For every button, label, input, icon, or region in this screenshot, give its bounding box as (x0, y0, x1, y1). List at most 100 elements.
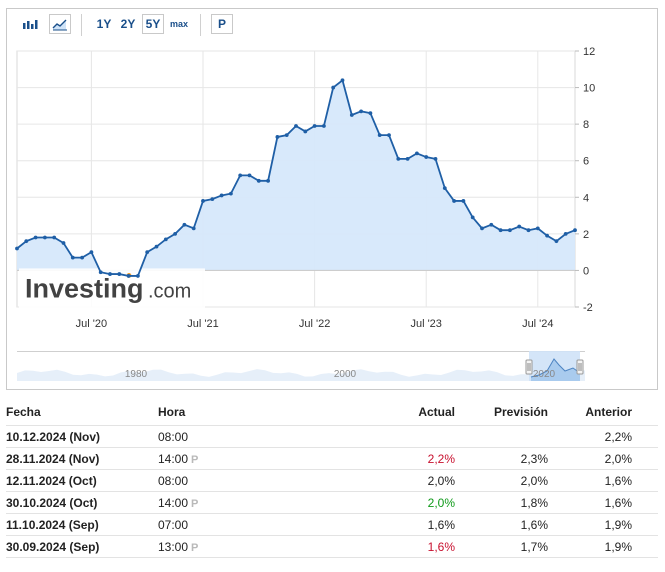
data-point (266, 178, 270, 183)
bar-chart-icon[interactable] (19, 14, 41, 34)
y-tick-label: -2 (583, 302, 593, 314)
data-point (554, 239, 559, 244)
data-point (117, 272, 122, 276)
data-point (433, 156, 438, 161)
data-point (424, 155, 429, 159)
chart-toolbar: 1Y 2Y 5Y max P (7, 9, 657, 41)
row-actual: 1,6% (318, 535, 455, 558)
row-date: 12.11.2024 (Oct) (6, 469, 158, 492)
row-forecast: 2,3% (455, 447, 548, 470)
table-row: 28.11.2024 (Nov) 14:00 P 2,2% 2,3% 2,0% (6, 447, 658, 470)
row-date: 30.10.2024 (Oct) (6, 491, 158, 514)
row-actual (318, 425, 455, 448)
data-point (359, 109, 363, 114)
data-point (489, 222, 494, 227)
main-chart: -2 0 2 4 6 8 10 12 Jul '20 Jul '21 Jul '22 Jul '23 J… (15, 46, 595, 330)
row-forecast: 2,0% (455, 469, 548, 492)
table-body: 10.12.2024 (Nov) 08:00 2,2% 28.11.2024 (Nov… (6, 425, 658, 558)
table-row: 30.10.2024 (Oct) 14:00 P 2,0% 1,8% 1,6% (6, 491, 658, 514)
navigator-year-label: 2000 (334, 369, 357, 380)
data-point (526, 228, 531, 233)
y-tick-label: 12 (583, 46, 595, 58)
chart-panel: 1Y 2Y 5Y max P -2 0 2 4 6 8 10 12 Jul '20 Jul '21… (6, 8, 658, 390)
y-tick-label: 8 (583, 119, 589, 131)
x-tick-label: Jul '23 (410, 318, 441, 330)
data-point (396, 156, 401, 161)
x-tick-label: Jul '21 (187, 318, 218, 330)
data-point (461, 199, 466, 203)
range-5y-button[interactable]: 5Y (142, 14, 164, 34)
row-previous: 1,9% (548, 535, 632, 558)
table-row: 10.12.2024 (Nov) 08:00 2,2% (6, 425, 658, 448)
row-time: 14:00 P (158, 447, 318, 470)
row-time: 08:00 (158, 469, 318, 492)
preliminary-icon: P (191, 541, 199, 554)
data-point (387, 133, 391, 138)
data-point (545, 233, 549, 238)
data-point (24, 239, 29, 244)
row-date: 10.12.2024 (Nov) (6, 425, 158, 448)
data-point (303, 129, 308, 134)
range-1y-button[interactable]: 1Y (96, 17, 112, 31)
data-point (229, 191, 233, 196)
data-point (247, 173, 252, 178)
row-date: 28.11.2024 (Nov) (6, 447, 158, 470)
y-tick-label: 10 (583, 83, 595, 95)
data-point (61, 241, 66, 245)
header-forecast[interactable]: Previsión (455, 405, 548, 426)
data-point (470, 215, 475, 220)
data-point (284, 133, 289, 138)
row-time: 14:00 P (158, 491, 318, 514)
row-date: 30.09.2024 (Sep) (6, 535, 158, 558)
data-point (573, 228, 577, 233)
header-actual[interactable]: Actual (318, 405, 455, 426)
data-point (340, 78, 345, 83)
data-point (163, 237, 168, 242)
row-forecast: 1,8% (455, 491, 548, 514)
toolbar-separator (81, 14, 82, 36)
header-previous[interactable]: Anterior (548, 405, 632, 426)
y-tick-label: 6 (583, 156, 589, 168)
row-time-value: 08:00 (158, 473, 189, 488)
p-button[interactable]: P (211, 14, 233, 34)
data-point (108, 272, 112, 276)
line-chart-icon[interactable] (49, 14, 71, 34)
preliminary-icon: P (191, 453, 199, 466)
navigator-handle[interactable] (576, 359, 584, 375)
data-point (508, 228, 512, 233)
row-spacer (632, 513, 658, 536)
x-tick-label: Jul '24 (522, 318, 553, 330)
data-point (349, 113, 354, 117)
data-point (126, 274, 131, 278)
data-point (210, 197, 215, 202)
data-point (331, 85, 336, 90)
data-point (517, 224, 522, 229)
y-tick-label: 0 (583, 265, 589, 277)
x-tick-label: Jul '20 (76, 318, 107, 330)
row-spacer (632, 469, 658, 492)
data-point (43, 235, 47, 240)
data-point (136, 274, 140, 278)
header-date[interactable]: Fecha (6, 405, 158, 426)
navigator-handle[interactable] (525, 359, 533, 375)
row-forecast (455, 425, 548, 448)
y-tick-label: 4 (583, 192, 589, 204)
data-point (154, 244, 159, 249)
data-point (322, 124, 326, 128)
range-navigator[interactable]: 1980 2000 2020 (17, 351, 585, 381)
navigator-year-label: 2020 (533, 369, 556, 380)
row-forecast: 1,6% (455, 513, 548, 536)
header-time[interactable]: Hora (158, 405, 318, 426)
data-point (173, 231, 178, 236)
row-forecast: 1,7% (455, 535, 548, 558)
preliminary-icon: P (191, 497, 199, 510)
data-point (275, 135, 280, 139)
range-max-button[interactable]: max (169, 19, 188, 29)
data-point (498, 228, 503, 233)
y-tick-label: 2 (583, 229, 589, 241)
row-date: 11.10.2024 (Sep) (6, 513, 158, 536)
range-2y-button[interactable]: 2Y (120, 17, 136, 31)
toolbar-separator (200, 14, 201, 36)
data-point (535, 226, 540, 231)
row-time-value: 14:00 (158, 451, 189, 466)
